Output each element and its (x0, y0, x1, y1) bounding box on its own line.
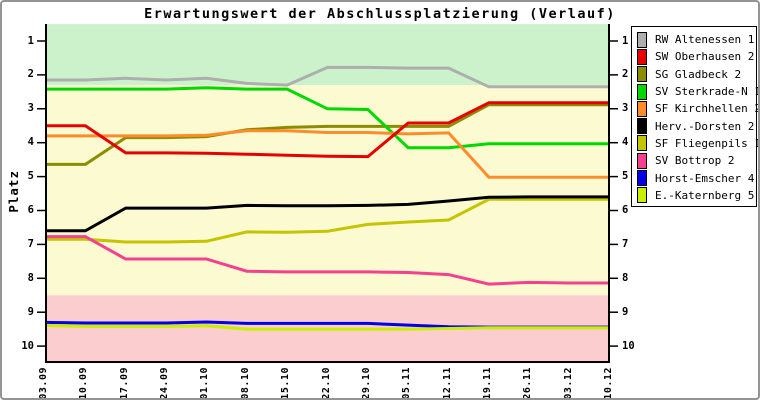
x-tick-label: 10.09 (78, 367, 90, 400)
legend-swatch-icon (637, 170, 647, 187)
y-tick-label-right: 5 (622, 170, 629, 183)
plot-area: 1 1 2 2 3 3 4 4 5 5 6 6 7 7 8 8 9 9 10 10 03.09 10.09 17.09 24.… (21, 24, 635, 398)
y-tick-label-right: 9 (622, 305, 629, 318)
x-tick-label: 15.10 (280, 367, 292, 400)
y-tick-label-right: 3 (622, 102, 629, 115)
legend-label: SV Bottrop 2 (655, 154, 735, 168)
y-tick-label-left: 6 (27, 204, 34, 216)
y-tick-label-right: 2 (622, 68, 629, 81)
green-zone (45, 24, 610, 86)
series-line-rw-altenessen-1 (45, 65, 610, 89)
legend-label: RW Altenessen 1 (655, 33, 755, 47)
x-tick-label: 08.10 (239, 367, 251, 400)
legend-swatch-icon (637, 31, 647, 48)
x-tick-label: 10.12 (603, 367, 614, 400)
legend-label: SF Fliegenpils 1 (655, 136, 760, 150)
legend-label: SF Kirchhellen 2 (655, 102, 760, 116)
legend-item-sv-sterkrade-n-1: SV Sterkrade-N 1 (637, 83, 758, 100)
series-line-sf-fliegenpils-1 (45, 197, 610, 244)
legend-item-sw-oberhausen-2: SW Oberhausen 2 (637, 48, 756, 65)
y-tick-label-right: 10 (622, 339, 635, 352)
legend-swatch-icon (637, 48, 647, 65)
y-tick-label-left: 8 (27, 271, 34, 284)
y-tick-label-left: 5 (27, 170, 34, 183)
x-tick-label: 17.09 (118, 367, 130, 400)
series-line-sv-bottrop-2 (45, 235, 610, 286)
x-tick-label: 29.10 (360, 367, 372, 400)
x-tick-label: 26.11 (522, 367, 534, 400)
x-tick-label: 12.11 (441, 367, 453, 400)
y-tick-label-left: 10 (21, 339, 34, 352)
legend-label: Horst-Emscher 4 (655, 171, 755, 185)
legend-swatch-icon (637, 66, 647, 83)
y-tick-label-left: 7 (27, 237, 34, 250)
legend-item-herv-dorsten-2: Herv.-Dorsten 2 (637, 117, 756, 135)
x-tick-label: 05.11 (401, 367, 413, 400)
legend-label: SG Gladbeck 2 (655, 67, 742, 81)
y-tick-label-left: 9 (27, 305, 34, 318)
y-tick-label-left: 1 (27, 34, 34, 47)
series-line-sw-oberhausen-2 (45, 101, 610, 159)
legend-item-rw-altenessen-1: RW Altenessen 1 (637, 31, 756, 48)
legend-item-sv-bottrop-2: SV Bottrop 2 (637, 152, 756, 169)
y-tick-label-left: 4 (27, 136, 34, 149)
legend-item-e-katernberg-5: E.-Katernberg 5 (637, 187, 756, 204)
chart-canvas (37, 24, 618, 364)
x-tick-label: 01.10 (199, 367, 211, 400)
legend-swatch-icon (637, 187, 647, 204)
y-tick-label-right: 7 (622, 237, 629, 250)
y-tick-label-right: 4 (622, 136, 629, 149)
y-tick-label-left: 2 (27, 68, 34, 81)
x-tick-label: 03.09 (38, 367, 49, 400)
yellow-zone (45, 85, 610, 296)
x-tick-label: 03.12 (562, 367, 574, 400)
legend-swatch-icon (637, 118, 647, 135)
legend-label: E.-Katernberg 5 (655, 188, 755, 202)
chart-title: Erwartungswert der Abschlussplatzierung … (144, 6, 616, 22)
legend-item-sf-kirchhellen-2: SF Kirchhellen 2 (637, 100, 758, 117)
legend-item-horst-emscher-4: Horst-Emscher 4 (637, 169, 756, 187)
series-line-e-katernberg-5 (44, 323, 610, 331)
legend-swatch-icon (637, 152, 647, 169)
series-line-sg-gladbeck-2 (45, 103, 610, 166)
x-tick-label: 22.10 (320, 367, 332, 400)
legend-box: RW Altenessen 1 SW Oberhausen 2 SG Gladbec… (631, 26, 758, 207)
legend-swatch-icon (637, 100, 647, 117)
legend-label: SV Sterkrade-N 1 (655, 85, 760, 99)
y-tick-label-right: 1 (622, 34, 629, 47)
x-tick-label: 19.11 (481, 367, 493, 400)
legend-label: Herv.-Dorsten 2 (655, 119, 755, 133)
legend-item-sg-gladbeck-2: SG Gladbeck 2 (637, 66, 756, 83)
y-tick-label-right: 8 (622, 271, 629, 284)
legend-swatch-icon (637, 83, 647, 100)
legend-item-sf-fliegenpils-1: SF Fliegenpils 1 (637, 135, 758, 152)
legend-label: SW Oberhausen 2 (655, 50, 755, 64)
y-tick-label-right: 6 (622, 204, 629, 216)
series-line-sv-sterkrade-n-1 (45, 86, 610, 150)
x-tick-label: 24.09 (159, 367, 171, 400)
legend-swatch-icon (637, 135, 647, 152)
series-line-sf-kirchhellen-2 (45, 129, 610, 179)
series-line-herv-dorsten-2 (45, 195, 610, 233)
y-tick-label-left: 3 (27, 102, 34, 115)
